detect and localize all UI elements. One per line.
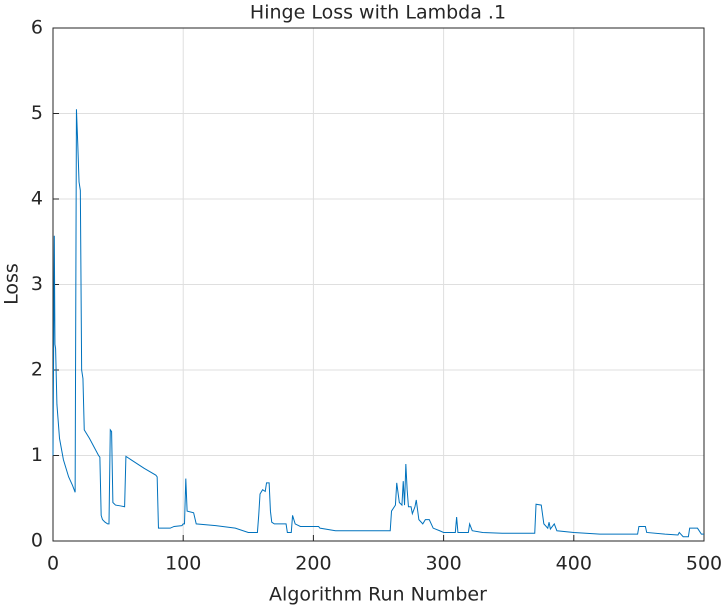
y-tick-label: 5 [31, 102, 43, 124]
x-tick-label: 100 [165, 553, 201, 575]
chart-title: Hinge Loss with Lambda .1 [250, 2, 506, 24]
data-line [52, 109, 704, 538]
y-tick-label: 4 [31, 188, 43, 210]
x-tick-label: 400 [556, 553, 592, 575]
x-axis-label: Algorithm Run Number [269, 584, 487, 606]
x-tick-label: 0 [47, 553, 59, 575]
x-tick-label: 300 [425, 553, 461, 575]
y-tick-label: 2 [31, 359, 43, 381]
x-tick-label: 200 [295, 553, 331, 575]
y-tick-label: 1 [31, 444, 43, 466]
x-tick-label: 500 [686, 553, 722, 575]
y-tick-label: 0 [31, 530, 43, 552]
y-axis-label: Loss [1, 263, 23, 305]
y-tick-label: 6 [31, 17, 43, 39]
y-tick-label: 3 [31, 273, 43, 295]
plot-frame [52, 27, 705, 542]
